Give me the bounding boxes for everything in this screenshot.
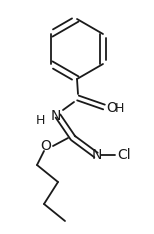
Text: O: O — [106, 101, 117, 115]
Text: N: N — [92, 148, 102, 162]
Text: H: H — [36, 114, 45, 128]
Text: H: H — [115, 102, 124, 114]
Text: O: O — [41, 139, 51, 153]
Text: Cl: Cl — [117, 148, 131, 162]
Text: N: N — [51, 109, 61, 123]
